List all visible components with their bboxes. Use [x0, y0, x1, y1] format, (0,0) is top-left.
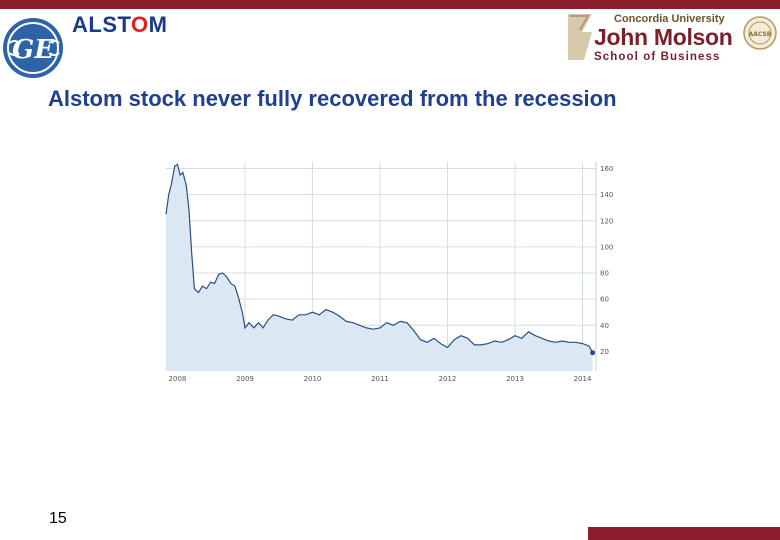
x-tick-label: 2008 — [169, 375, 187, 383]
x-tick-label: 2012 — [439, 375, 457, 383]
price-area-fill — [166, 164, 593, 371]
concordia-university-label: Concordia University — [614, 13, 725, 25]
stock-price-chart: 2008 2009 2010 2011 2012 2013 2014 20 40 60 80 100… — [165, 162, 613, 383]
latest-price-marker — [590, 350, 596, 356]
y-tick-label: 60 — [600, 296, 609, 304]
x-tick-label: 2010 — [304, 375, 322, 383]
bottom-accent-bar — [588, 527, 780, 540]
y-tick-label: 20 — [600, 348, 609, 356]
chart-grid — [166, 162, 597, 371]
aacsb-seal-icon: AACSB — [743, 16, 777, 50]
ge-monogram-icon: GE — [3, 18, 63, 78]
john-molson-label: John Molson — [594, 24, 733, 50]
x-axis-labels: 2008 2009 2010 2011 2012 2013 2014 — [169, 375, 592, 383]
y-axis-labels: 20 40 60 80 100 120 140 160 — [600, 165, 613, 356]
y-tick-label: 160 — [600, 165, 613, 173]
price-line — [165, 163, 594, 353]
y-tick-label: 120 — [600, 217, 613, 225]
top-accent-bar — [0, 0, 780, 9]
slide-title: Alstom stock never fully recovered from … — [48, 86, 617, 111]
x-tick-label: 2013 — [506, 375, 524, 383]
y-tick-label: 40 — [600, 322, 609, 330]
aacsb-seal-text: AACSB — [749, 31, 772, 38]
y-tick-label: 140 — [600, 191, 613, 199]
page-number: 15 — [49, 510, 67, 527]
x-tick-label: 2009 — [236, 375, 254, 383]
ge-monogram-text: GE — [12, 35, 55, 65]
y-tick-label: 100 — [600, 243, 613, 251]
school-of-business-label: School of Business — [594, 51, 721, 63]
x-tick-label: 2014 — [574, 375, 592, 383]
x-tick-label: 2011 — [371, 375, 389, 383]
john-molson-emblem-icon — [568, 14, 592, 60]
alstom-logo: ALSTOM — [72, 12, 168, 37]
y-tick-label: 80 — [600, 270, 609, 278]
